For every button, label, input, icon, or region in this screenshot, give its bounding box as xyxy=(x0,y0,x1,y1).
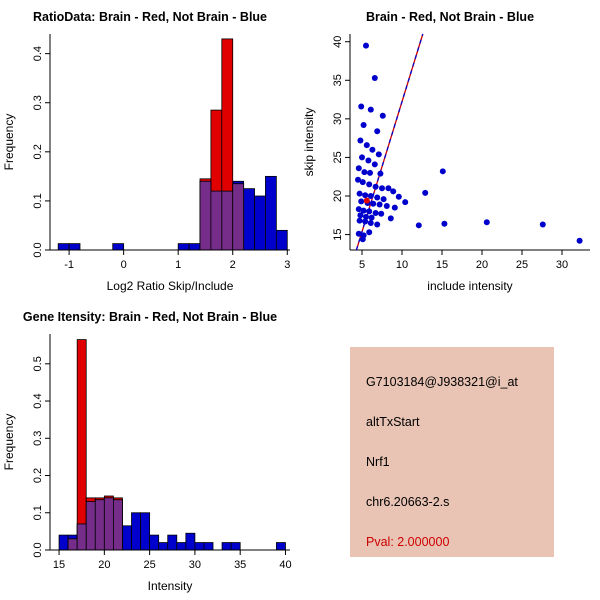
info-line: Pval: 2.000000 xyxy=(366,535,450,549)
svg-text:1: 1 xyxy=(175,259,181,271)
panel-ratio-histogram: RatioData: Brain - Red, Not Brain - Blue… xyxy=(0,0,300,300)
panel-intensity-scatter: Brain - Red, Not Brain - Blue 5 10 15 20 25 3… xyxy=(300,0,600,300)
svg-text:Frequency: Frequency xyxy=(2,414,16,471)
svg-text:35: 35 xyxy=(332,74,344,86)
intensity-scatter-canvas: 5 10 15 20 25 30 15 20 25 30 35 40 include intensity… xyxy=(302,33,590,293)
scatter-title: Brain - Red, Not Brain - Blue xyxy=(365,10,535,24)
panel-gene-info: G7103184@J938321@i_at altTxStart Nrf1 chr6.… xyxy=(300,300,600,600)
svg-text:-1: -1 xyxy=(64,259,74,271)
svg-text:0.3: 0.3 xyxy=(32,95,44,110)
svg-text:30: 30 xyxy=(332,113,344,125)
svg-text:0.0: 0.0 xyxy=(32,542,44,557)
gene-info-box: G7103184@J938321@i_at altTxStart Nrf1 chr6.… xyxy=(350,347,554,557)
svg-text:40: 40 xyxy=(332,36,344,48)
svg-text:0.2: 0.2 xyxy=(32,468,44,483)
svg-text:0.0: 0.0 xyxy=(32,242,44,257)
svg-text:30: 30 xyxy=(189,559,201,571)
svg-text:35: 35 xyxy=(234,559,246,571)
svg-text:40: 40 xyxy=(279,559,291,571)
svg-text:0.2: 0.2 xyxy=(32,144,44,159)
svg-text:Log2 Ratio Skip/Include: Log2 Ratio Skip/Include xyxy=(107,279,234,293)
svg-text:skip intensity: skip intensity xyxy=(302,108,316,177)
gene-intensity-canvas: 15 20 25 30 35 40 0.0 0.1 0.2 0.3 0.4 0.5 Intensity F… xyxy=(2,334,292,593)
svg-text:0.3: 0.3 xyxy=(32,431,44,446)
svg-text:30: 30 xyxy=(556,259,568,271)
panel-gene-intensity-histogram: Gene Itensity: Brain - Red, Not Brain - … xyxy=(0,300,300,600)
gene-intensity-title: Gene Itensity: Brain - Red, Not Brain - … xyxy=(22,310,278,324)
svg-text:20: 20 xyxy=(476,259,488,271)
svg-text:0: 0 xyxy=(121,259,127,271)
svg-text:10: 10 xyxy=(396,259,408,271)
svg-text:0.4: 0.4 xyxy=(32,46,44,61)
svg-text:25: 25 xyxy=(516,259,528,271)
svg-text:2: 2 xyxy=(230,259,236,271)
svg-text:include intensity: include intensity xyxy=(427,279,512,293)
info-line: Nrf1 xyxy=(366,455,390,469)
svg-text:0.5: 0.5 xyxy=(32,356,44,371)
info-line: chr6.20663-2.s xyxy=(366,495,450,509)
ratio-histogram-title: RatioData: Brain - Red, Not Brain - Blue xyxy=(32,10,268,24)
svg-text:25: 25 xyxy=(332,151,344,163)
ratio-histogram-canvas: -1 0 1 2 3 0.0 0.1 0.2 0.3 0.4 Log2 Ratio Skip/Inc… xyxy=(2,34,290,293)
svg-text:0.1: 0.1 xyxy=(32,193,44,208)
svg-text:Frequency: Frequency xyxy=(2,114,16,171)
svg-text:25: 25 xyxy=(143,559,155,571)
svg-text:15: 15 xyxy=(436,259,448,271)
svg-text:Intensity: Intensity xyxy=(148,579,193,593)
svg-text:5: 5 xyxy=(359,259,365,271)
svg-text:0.1: 0.1 xyxy=(32,505,44,520)
svg-text:20: 20 xyxy=(332,190,344,202)
info-line: G7103184@J938321@i_at xyxy=(366,375,518,389)
svg-text:0.4: 0.4 xyxy=(32,393,44,408)
svg-text:20: 20 xyxy=(98,559,110,571)
info-line: altTxStart xyxy=(366,415,420,429)
svg-text:15: 15 xyxy=(53,559,65,571)
svg-text:15: 15 xyxy=(332,228,344,240)
svg-text:3: 3 xyxy=(284,259,290,271)
